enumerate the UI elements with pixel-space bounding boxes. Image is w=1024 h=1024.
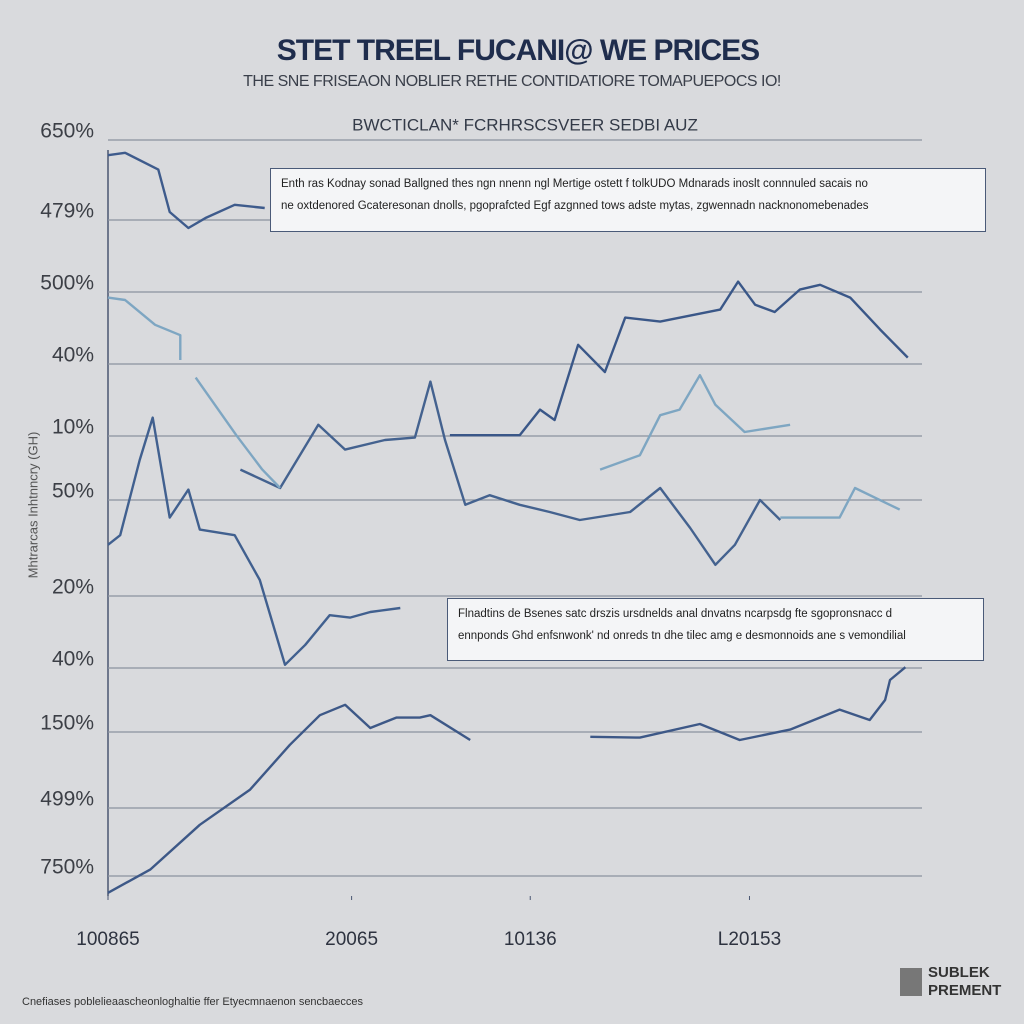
y-tick-label: 750% [40, 856, 94, 879]
chart-title: STET TREEL FUCANI@ WE PRICES [277, 34, 759, 67]
y-axis-label: Mhtrarcas Inhtnncry (GH) [25, 432, 40, 579]
y-tick-label: 479% [40, 200, 94, 223]
x-tick-label: 100865 [76, 929, 139, 950]
y-tick-label: 499% [40, 788, 94, 811]
series-line [449, 280, 909, 437]
annotation-box: Enth ras Kodnay sonad Ballgned thes ngn … [270, 168, 986, 232]
annotation-line: ennponds Ghd enfsnwonk' nd onreds tn dhe… [458, 630, 906, 642]
logo-icon [900, 968, 922, 996]
y-tick-label: 150% [40, 712, 94, 735]
annotation-line: ne oxtdenored Gcateresonan dnolls, pgopr… [281, 200, 869, 212]
chart-subtitle: THE SNE FRISEAON NOBLIER RETHE CONTIDATI… [243, 73, 781, 90]
y-tick-label: 50% [52, 480, 94, 503]
x-tick-label: 10136 [504, 929, 557, 950]
logo-text: PREMENT [928, 982, 1001, 999]
y-tick-label: 10% [52, 416, 94, 439]
x-tick-label: 20065 [325, 929, 378, 950]
x-tick-label: L20153 [718, 929, 781, 950]
annotation-line: Flnadtins de Bsenes satc drszis ursdneld… [458, 608, 893, 620]
y-tick-label: 650% [40, 120, 94, 143]
logo-text: SUBLEK [928, 964, 990, 981]
series-line [107, 151, 265, 230]
series-line [107, 296, 901, 519]
series-line [107, 666, 907, 894]
annotation-line: Enth ras Kodnay sonad Ballgned thes ngn … [281, 178, 868, 190]
y-tick-label: 500% [40, 272, 94, 295]
series-line [107, 416, 401, 666]
annotation-box: Flnadtins de Bsenes satc drszis ursdneld… [447, 598, 984, 661]
chart-header: BWCTICLAN* FCRHRSCSVEER SEDBI AUZ [352, 115, 698, 134]
y-tick-label: 40% [52, 344, 94, 367]
series-line [239, 380, 782, 566]
y-tick-label: 20% [52, 576, 94, 599]
footer: Cnefiases poblelieaascheonloghaltie ffer… [22, 996, 364, 1008]
y-tick-label: 40% [52, 648, 94, 671]
